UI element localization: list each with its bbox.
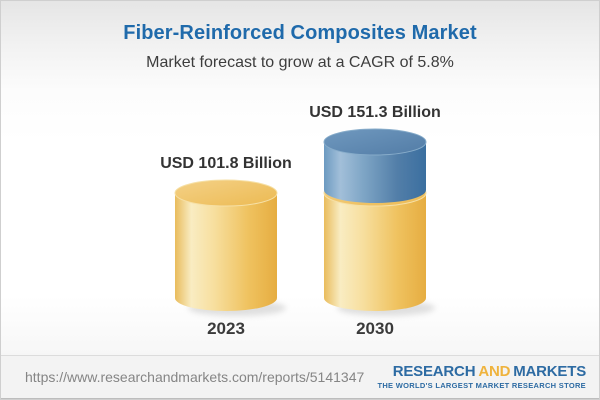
cylinder-bars xyxy=(174,128,435,316)
footer: https://www.researchandmarkets.com/repor… xyxy=(1,355,599,399)
market-size-chart: USD 101.8 Billion 2023 USD 151.3 Billion 20… xyxy=(160,104,441,338)
logo-word-and: AND xyxy=(478,363,511,381)
category-label-2030: 2030 xyxy=(356,319,394,338)
report-url-link[interactable]: https://www.researchandmarkets.com/repor… xyxy=(25,369,365,385)
chart-labels: USD 101.8 Billion 2023 USD 151.3 Billion 20… xyxy=(160,104,441,338)
research-and-markets-logo[interactable]: RESEARCH AND MARKETS THE WORLD'S LARGEST M… xyxy=(377,364,586,390)
logo-tagline: THE WORLD'S LARGEST MARKET RESEARCH STOR… xyxy=(377,380,586,390)
page-title: Fiber-Reinforced Composites Market xyxy=(123,22,477,44)
cylinder-2023-body xyxy=(175,193,277,311)
logo-word-research: RESEARCH xyxy=(392,363,476,381)
cylinder-2030-growth-top xyxy=(323,128,427,156)
cylinder-2023-top xyxy=(174,179,278,207)
category-label-2023: 2023 xyxy=(207,319,245,338)
value-label-2030: USD 151.3 Billion xyxy=(309,104,441,121)
chart-subtitle: Market forecast to grow at a CAGR of 5.8… xyxy=(146,54,454,71)
logo-word-markets: MARKETS xyxy=(513,363,586,381)
cylinder-2030-growth-segment xyxy=(324,142,426,204)
chart-header: Fiber-Reinforced Composites Market Marke… xyxy=(1,1,599,72)
value-label-2023: USD 101.8 Billion xyxy=(160,155,292,172)
logo-wordmark: RESEARCH AND MARKETS xyxy=(377,364,586,380)
cylinder-2030-base-segment xyxy=(324,193,426,311)
